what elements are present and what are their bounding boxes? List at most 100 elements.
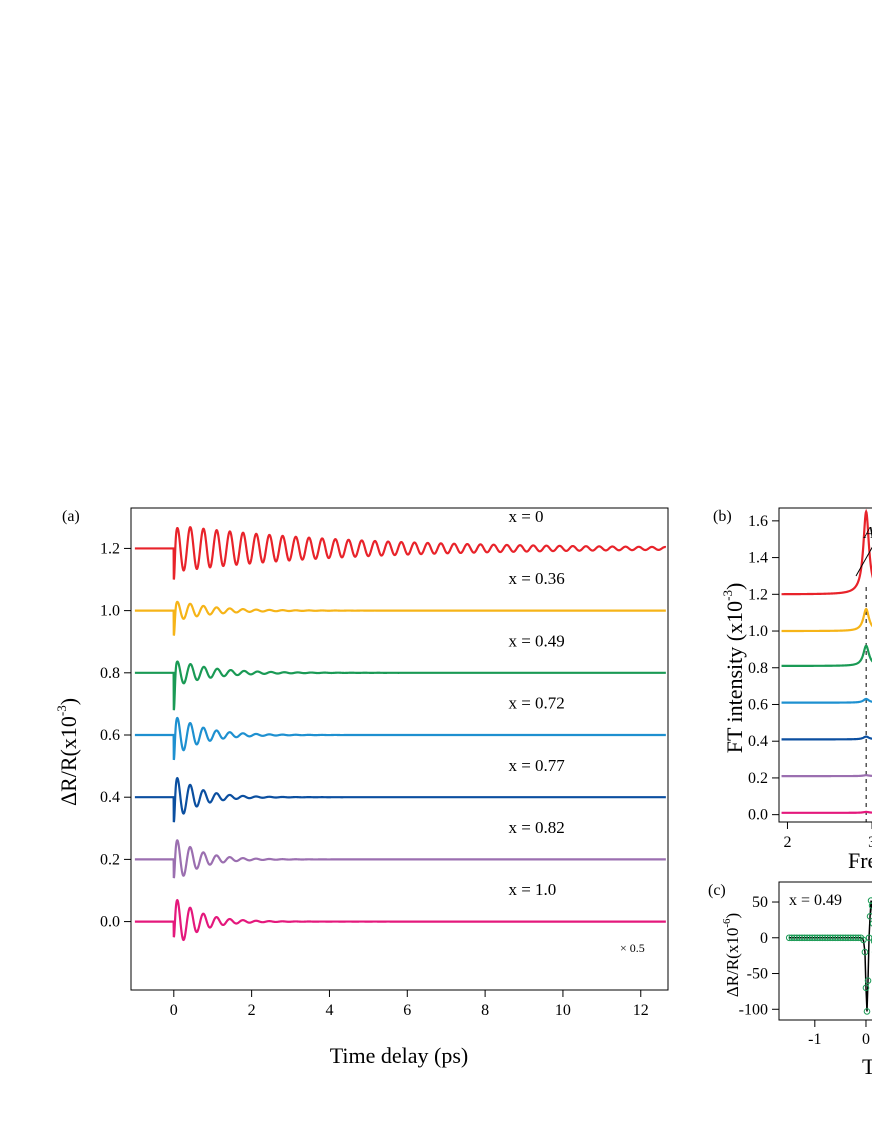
c-data-point — [862, 984, 870, 992]
panel-b-y-axis: 0.0 0.2 0.4 0.6 0.8 1.0 1.2 1.4 1.6 — [748, 513, 779, 824]
panel-a-frame — [130, 507, 669, 991]
panel-b-peak-annotation: A — [863, 523, 872, 542]
panel-c: (c) 50 0 -50 -100 -1 0 x = 0.49 T ΔR/R(x10-6… — [708, 881, 872, 1079]
b-series-line — [781, 644, 872, 667]
c-data-point — [863, 1008, 871, 1015]
svg-text:ΔR/R(x10-6): ΔR/R(x10-6) — [721, 913, 742, 997]
b-series-line — [781, 508, 872, 596]
a-series-line — [134, 839, 666, 879]
b-ytick-label: 1.2 — [748, 586, 768, 603]
c-ytick-label: -50 — [747, 966, 768, 983]
a-series-label: x = 1.0 — [508, 880, 556, 899]
c-data-point — [860, 936, 867, 944]
b-xtick-label: 3 — [868, 834, 872, 851]
b-series-line — [781, 735, 872, 741]
panel-b-label: (b) — [713, 508, 732, 525]
a-ytick-label: 1.2 — [100, 540, 120, 557]
panel-c-ylabel: ΔR/R(x10-6) — [721, 913, 742, 997]
a-series-label: x = 0.82 — [508, 818, 564, 837]
c-data-point — [864, 977, 872, 984]
panel-b-series — [781, 508, 872, 814]
b-ytick-label: 1.6 — [748, 513, 768, 530]
panel-c-xlabel: T — [862, 1054, 872, 1079]
c-data-point — [870, 938, 872, 944]
c-xtick-label: 0 — [862, 1031, 870, 1048]
b-ytick-label: 1.4 — [748, 550, 768, 567]
a-xtick-label: 6 — [403, 1002, 411, 1019]
a-xtick-label: 12 — [633, 1002, 649, 1019]
b-series-line — [781, 607, 872, 633]
a-ytick-label: 0.8 — [100, 665, 120, 682]
b-ytick-label: 0.2 — [748, 770, 768, 787]
b-ytick-label: 0.4 — [748, 733, 768, 750]
panel-b-ylabel-close: ) — [722, 583, 747, 590]
c-ytick-label: 0 — [760, 930, 768, 947]
a-xtick-label: 0 — [170, 1002, 178, 1019]
a-series-line — [134, 776, 666, 823]
a-ytick-label: 0.6 — [100, 727, 120, 744]
a-ytick-label: 0.2 — [100, 851, 120, 868]
panel-a-ylabel: ΔR/R(x10-3) — [54, 698, 81, 806]
panel-a-series: x = 0 x = 0.36 x = 0.49 x = 0.72 x = 0.77 x =… — [134, 507, 667, 942]
panel-a-x-axis: 0 2 4 6 8 10 12 — [170, 990, 649, 1019]
c-xtick-label: -1 — [808, 1031, 821, 1048]
a-xtick-label: 2 — [248, 1002, 256, 1019]
panel-c-frame — [778, 881, 872, 1021]
c-data-point — [861, 948, 869, 956]
panel-c-ylabel-main: ΔR/R(x10 — [723, 928, 742, 998]
a-series-label: x = 0.77 — [508, 756, 565, 775]
panel-a-xlabel: Time delay (ps) — [330, 1043, 469, 1068]
panel-a-scale-annotation: × 0.5 — [620, 941, 645, 955]
panel-b-annotation-pointer — [855, 546, 872, 577]
panel-a-label: (a) — [62, 508, 80, 525]
c-fit-line — [789, 900, 872, 1012]
b-ytick-label: 0.8 — [748, 660, 768, 677]
c-data-point — [869, 920, 872, 927]
a-series-label: x = 0.36 — [508, 569, 564, 588]
c-ytick-label: -100 — [739, 1001, 768, 1018]
b-ytick-label: 1.0 — [748, 623, 768, 640]
a-series-line — [134, 600, 666, 636]
b-xtick-label: 2 — [783, 834, 791, 851]
panel-a-ylabel-close: ) — [56, 698, 81, 705]
panel-c-y-axis: 50 0 -50 -100 — [739, 894, 779, 1018]
panel-a-y-axis: 0.0 0.2 0.4 0.6 0.8 1.0 1.2 — [100, 540, 131, 931]
b-ytick-label: 0.6 — [748, 696, 768, 713]
a-series-line — [134, 898, 666, 942]
c-data-point — [868, 902, 872, 909]
a-series-label: x = 0 — [508, 507, 543, 526]
b-series-line — [781, 810, 872, 814]
svg-text:FT intensity (x10-3): FT intensity (x10-3) — [720, 583, 747, 754]
b-series-line — [781, 697, 872, 704]
panel-a: (a) 0.0 0.2 0.4 0.6 0.8 1.0 1.2 0 2 4 6 8 10 12 x = … — [54, 507, 669, 1068]
c-data-point — [866, 913, 872, 920]
a-ytick-label: 0.0 — [100, 914, 120, 931]
a-series-label: x = 0.72 — [508, 694, 564, 713]
panel-c-label: (c) — [708, 882, 726, 899]
a-xtick-label: 10 — [555, 1002, 571, 1019]
panel-c-x-axis: -1 0 — [808, 1020, 870, 1048]
a-xtick-label: 4 — [325, 1002, 333, 1019]
a-series-line — [134, 526, 667, 580]
b-series-line — [781, 774, 872, 778]
a-series-line — [134, 716, 666, 761]
panel-a-ylabel-main: ΔR/R(x10 — [56, 716, 81, 806]
panel-c-ylabel-close: ) — [723, 913, 742, 919]
panel-b-xlabel: Fre — [848, 848, 872, 873]
panel-a-ylabel-exp: -3 — [54, 705, 69, 716]
panel-b-ylabel: FT intensity (x10-3) — [720, 583, 747, 754]
a-ytick-label: 1.0 — [100, 603, 120, 620]
panel-b: (b) 0.00.20.40.60.81.01.21.41.6 23 Fre F… — [713, 507, 872, 873]
svg-text:ΔR/R(x10-3): ΔR/R(x10-3) — [54, 698, 81, 806]
b-ytick-label: 0.0 — [748, 807, 768, 824]
panel-b-ylabel-main: FT intensity (x10 — [722, 601, 747, 753]
c-ytick-label: 50 — [752, 894, 768, 911]
panel-b-x-axis: 23 — [783, 822, 872, 851]
panel-b-frame — [778, 507, 872, 823]
a-series-line — [134, 660, 666, 711]
panel-c-series-label: x = 0.49 — [789, 892, 842, 909]
panel-c-series — [785, 897, 872, 1015]
panel-b-ylabel-exp: -3 — [720, 590, 735, 601]
a-ytick-label: 0.4 — [100, 789, 120, 806]
